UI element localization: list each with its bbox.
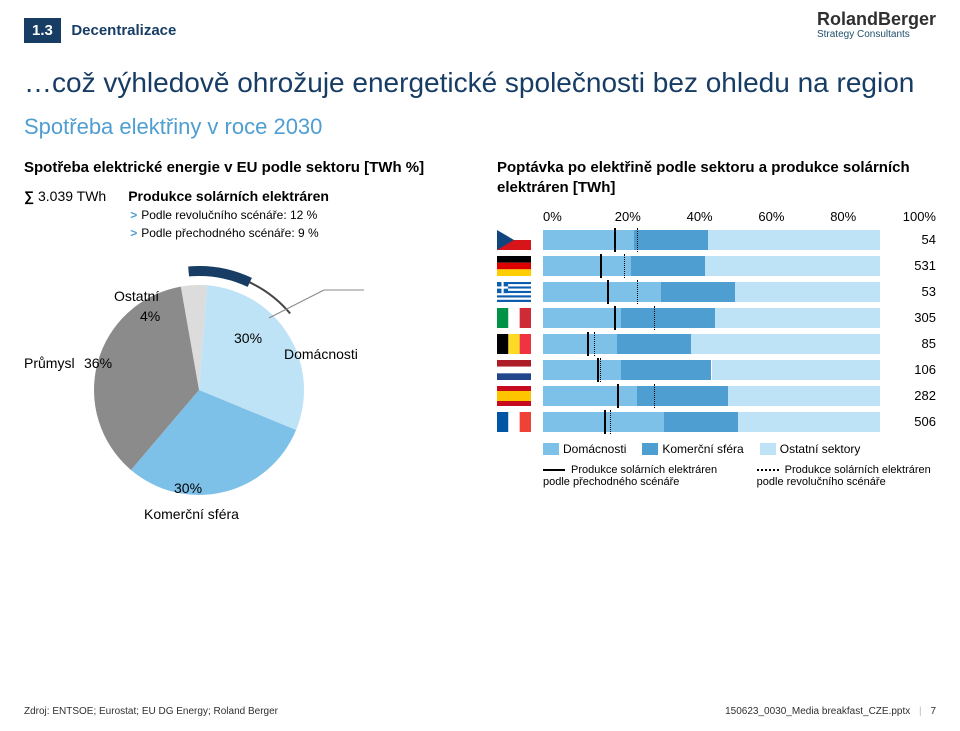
stacked-bar [543, 282, 880, 302]
right-heading: Poptávka po elektřině podle sektoru a pr… [497, 158, 936, 199]
flag-icon [497, 308, 531, 328]
row-total: 531 [888, 258, 936, 273]
pie-label-prumysl-pct: 36% [84, 355, 112, 371]
right-column: Poptávka po elektřině podle sektoru a pr… [497, 158, 936, 530]
bar-row: 85 [497, 334, 936, 354]
stacked-bar [543, 334, 880, 354]
pie-label-prumysl: Průmysl [24, 355, 75, 371]
pie-label-dom: Domácnosti [284, 346, 358, 362]
pie-label-ostatni: Ostatní [114, 288, 159, 304]
row-total: 85 [888, 336, 936, 351]
columns: Spotřeba elektrické energie v EU podle s… [24, 158, 936, 530]
flag-icon [497, 230, 531, 250]
flag-icon [497, 412, 531, 432]
bar-row: 106 [497, 360, 936, 380]
flag-icon [497, 386, 531, 406]
left-column: Spotřeba elektrické energie v EU podle s… [24, 158, 463, 530]
bullet-1: >Podle revolučního scénáře: 12 % [130, 206, 329, 224]
stacked-bar [543, 412, 880, 432]
row-total: 305 [888, 310, 936, 325]
page-title: …což výhledově ohrožuje energetické spol… [24, 65, 936, 100]
stacked-bar [543, 230, 880, 250]
row-total: 106 [888, 362, 936, 377]
badge-number: 1.3 [24, 18, 61, 43]
solar-subhead: Produkce solárních elektráren [128, 188, 329, 204]
source-text: Zdroj: ENTSOE; Eurostat; EU DG Energy; R… [24, 706, 278, 717]
bullet-2: >Podle přechodného scénáře: 9 % [130, 224, 329, 242]
footer-right: 150623_0030_Media breakfast_CZE.pptx | 7 [725, 706, 936, 717]
bar-row: 282 [497, 386, 936, 406]
pie-svg [24, 250, 404, 530]
legend-colors: Domácnosti Komerční sféra Ostatní sektor… [543, 442, 936, 456]
x-axis: 0%20%40%60%80%100% [543, 209, 936, 224]
stacked-bar [543, 360, 880, 380]
brand-logo: RolandBerger Strategy Consultants [817, 10, 936, 40]
row-total: 53 [888, 284, 936, 299]
bar-row: 506 [497, 412, 936, 432]
stacked-bar [543, 386, 880, 406]
pie-label-kom: Komerční sféra [144, 506, 239, 522]
left-heading: Spotřeba elektrické energie v EU podle s… [24, 158, 463, 178]
row-total: 54 [888, 232, 936, 247]
row-total: 282 [888, 388, 936, 403]
bar-row: 305 [497, 308, 936, 328]
total-sum: ∑3.039 TWh [24, 188, 106, 204]
stacked-bar [543, 256, 880, 276]
pie-label-ostatni-pct: 4% [140, 308, 160, 324]
bar-row: 53 [497, 282, 936, 302]
flag-icon [497, 282, 531, 302]
footer: Zdroj: ENTSOE; Eurostat; EU DG Energy; R… [24, 706, 936, 717]
flag-icon [497, 256, 531, 276]
page-subtitle: Spotřeba elektřiny v roce 2030 [24, 114, 936, 140]
legend-lines: Produkce solárních elektráren podle přec… [543, 464, 936, 488]
flag-icon [497, 334, 531, 354]
stacked-bar [543, 308, 880, 328]
section-badge: 1.3 Decentralizace [24, 18, 936, 43]
flag-icon [497, 360, 531, 380]
logo-sub: Strategy Consultants [817, 30, 936, 40]
pie-label-dom-pct: 30% [234, 330, 262, 346]
bar-row: 531 [497, 256, 936, 276]
bar-row: 54 [497, 230, 936, 250]
row-total: 506 [888, 414, 936, 429]
bar-rows: 54 531 53 305 85 106 282 506 [497, 230, 936, 432]
badge-label: Decentralizace [71, 18, 176, 39]
pie-label-kom-pct: 30% [174, 480, 202, 496]
pie-chart: Ostatní 4% Průmysl 36% 30% Domácnosti 30… [24, 250, 404, 530]
logo-main: RolandBerger [817, 10, 936, 28]
